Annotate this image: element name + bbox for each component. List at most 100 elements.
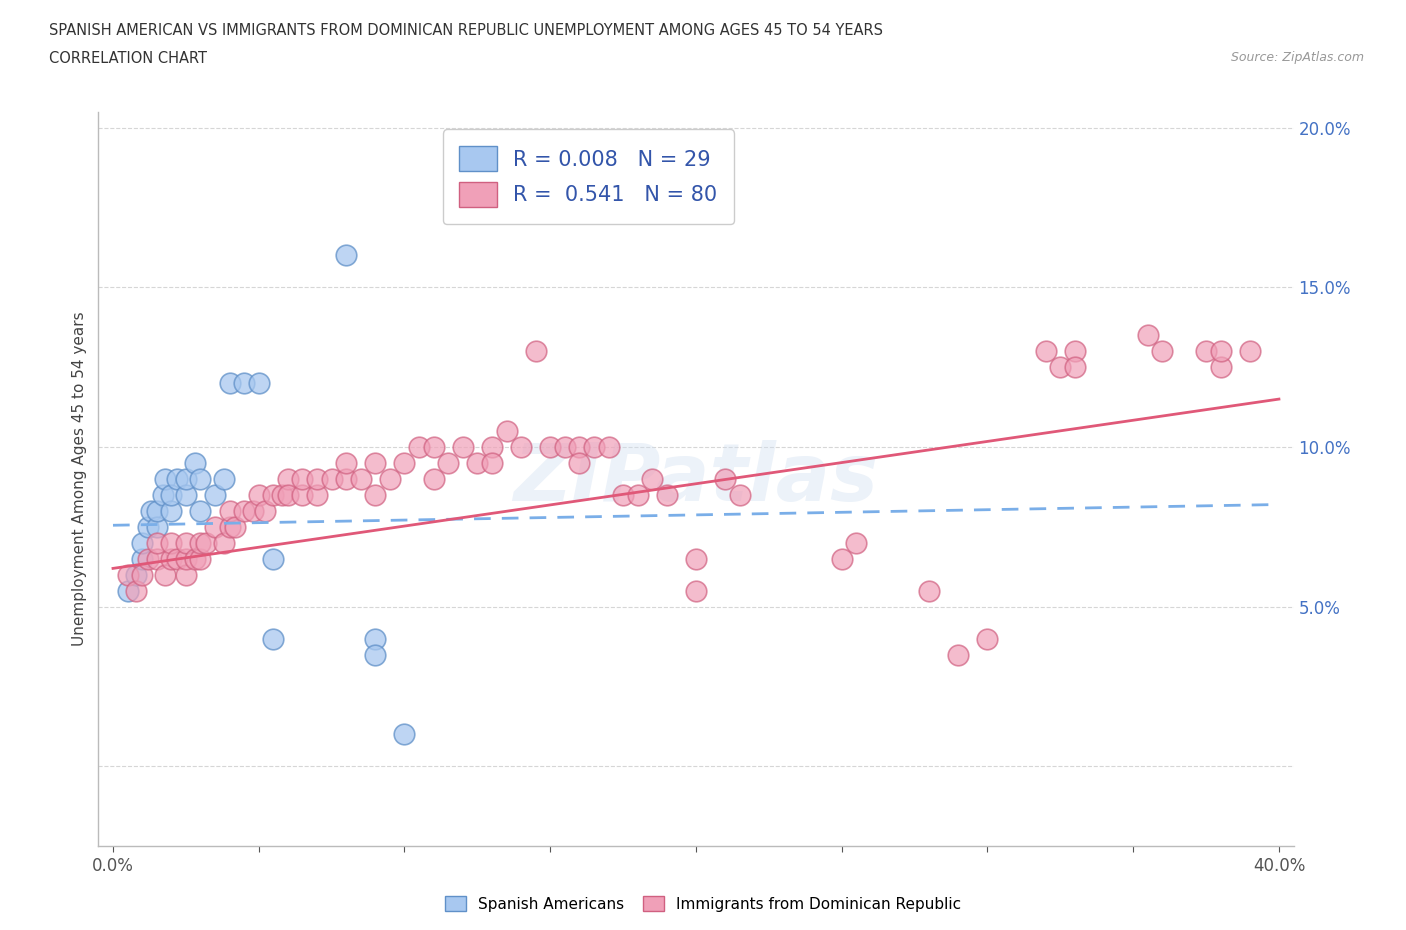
Point — [350, 472, 373, 486]
Point — [408, 440, 430, 455]
Point — [277, 487, 299, 502]
Point — [212, 536, 235, 551]
Point — [253, 503, 276, 518]
Point — [481, 456, 503, 471]
Point — [1049, 360, 1071, 375]
Point — [125, 583, 148, 598]
Point — [612, 487, 634, 502]
Point — [247, 376, 270, 391]
Point — [242, 503, 264, 518]
Point — [627, 487, 650, 502]
Point — [190, 503, 212, 518]
Point — [845, 536, 868, 551]
Point — [174, 472, 197, 486]
Point — [136, 551, 159, 566]
Point — [655, 487, 678, 502]
Point — [190, 551, 212, 566]
Point — [145, 503, 167, 518]
Point — [394, 727, 416, 742]
Point — [139, 503, 162, 518]
Point — [1209, 344, 1232, 359]
Point — [271, 487, 294, 502]
Point — [335, 248, 357, 263]
Text: SPANISH AMERICAN VS IMMIGRANTS FROM DOMINICAN REPUBLIC UNEMPLOYMENT AMONG AGES 4: SPANISH AMERICAN VS IMMIGRANTS FROM DOMI… — [49, 23, 883, 38]
Point — [437, 456, 460, 471]
Point — [190, 472, 212, 486]
Point — [321, 472, 343, 486]
Point — [481, 440, 503, 455]
Point — [204, 487, 226, 502]
Point — [510, 440, 533, 455]
Point — [166, 551, 188, 566]
Point — [394, 456, 416, 471]
Text: ZIPatlas: ZIPatlas — [513, 440, 879, 518]
Point — [451, 440, 474, 455]
Point — [554, 440, 576, 455]
Point — [422, 472, 444, 486]
Y-axis label: Unemployment Among Ages 45 to 54 years: Unemployment Among Ages 45 to 54 years — [72, 312, 87, 646]
Point — [467, 456, 489, 471]
Point — [1152, 344, 1174, 359]
Point — [1195, 344, 1218, 359]
Point — [1064, 360, 1087, 375]
Point — [174, 551, 197, 566]
Point — [195, 536, 218, 551]
Point — [262, 551, 284, 566]
Point — [117, 583, 139, 598]
Point — [918, 583, 941, 598]
Point — [291, 487, 314, 502]
Point — [714, 472, 737, 486]
Point — [495, 423, 517, 438]
Point — [183, 551, 205, 566]
Point — [305, 487, 328, 502]
Point — [1209, 360, 1232, 375]
Point — [277, 472, 299, 486]
Point — [145, 536, 167, 551]
Point — [1239, 344, 1261, 359]
Point — [1136, 327, 1159, 342]
Point — [364, 456, 387, 471]
Point — [174, 487, 197, 502]
Point — [136, 520, 159, 535]
Point — [190, 536, 212, 551]
Point — [582, 440, 605, 455]
Point — [831, 551, 853, 566]
Point — [160, 551, 183, 566]
Point — [233, 376, 256, 391]
Point — [685, 551, 707, 566]
Point — [422, 440, 444, 455]
Point — [218, 503, 240, 518]
Point — [233, 503, 256, 518]
Point — [204, 520, 226, 535]
Point — [641, 472, 664, 486]
Point — [155, 567, 177, 582]
Point — [685, 583, 707, 598]
Point — [224, 520, 246, 535]
Point — [1064, 344, 1087, 359]
Legend: Spanish Americans, Immigrants from Dominican Republic: Spanish Americans, Immigrants from Domin… — [439, 889, 967, 918]
Point — [291, 472, 314, 486]
Point — [568, 456, 591, 471]
Point — [160, 536, 183, 551]
Point — [145, 520, 167, 535]
Point — [145, 551, 167, 566]
Point — [166, 472, 188, 486]
Point — [212, 472, 235, 486]
Point — [335, 472, 357, 486]
Point — [976, 631, 998, 646]
Point — [183, 456, 205, 471]
Point — [364, 647, 387, 662]
Point — [728, 487, 751, 502]
Point — [335, 456, 357, 471]
Point — [948, 647, 970, 662]
Point — [262, 631, 284, 646]
Point — [155, 472, 177, 486]
Text: Source: ZipAtlas.com: Source: ZipAtlas.com — [1230, 51, 1364, 64]
Legend: R = 0.008   N = 29, R =  0.541   N = 80: R = 0.008 N = 29, R = 0.541 N = 80 — [443, 129, 734, 224]
Point — [538, 440, 561, 455]
Point — [247, 487, 270, 502]
Point — [131, 536, 153, 551]
Point — [131, 567, 153, 582]
Point — [131, 551, 153, 566]
Point — [598, 440, 620, 455]
